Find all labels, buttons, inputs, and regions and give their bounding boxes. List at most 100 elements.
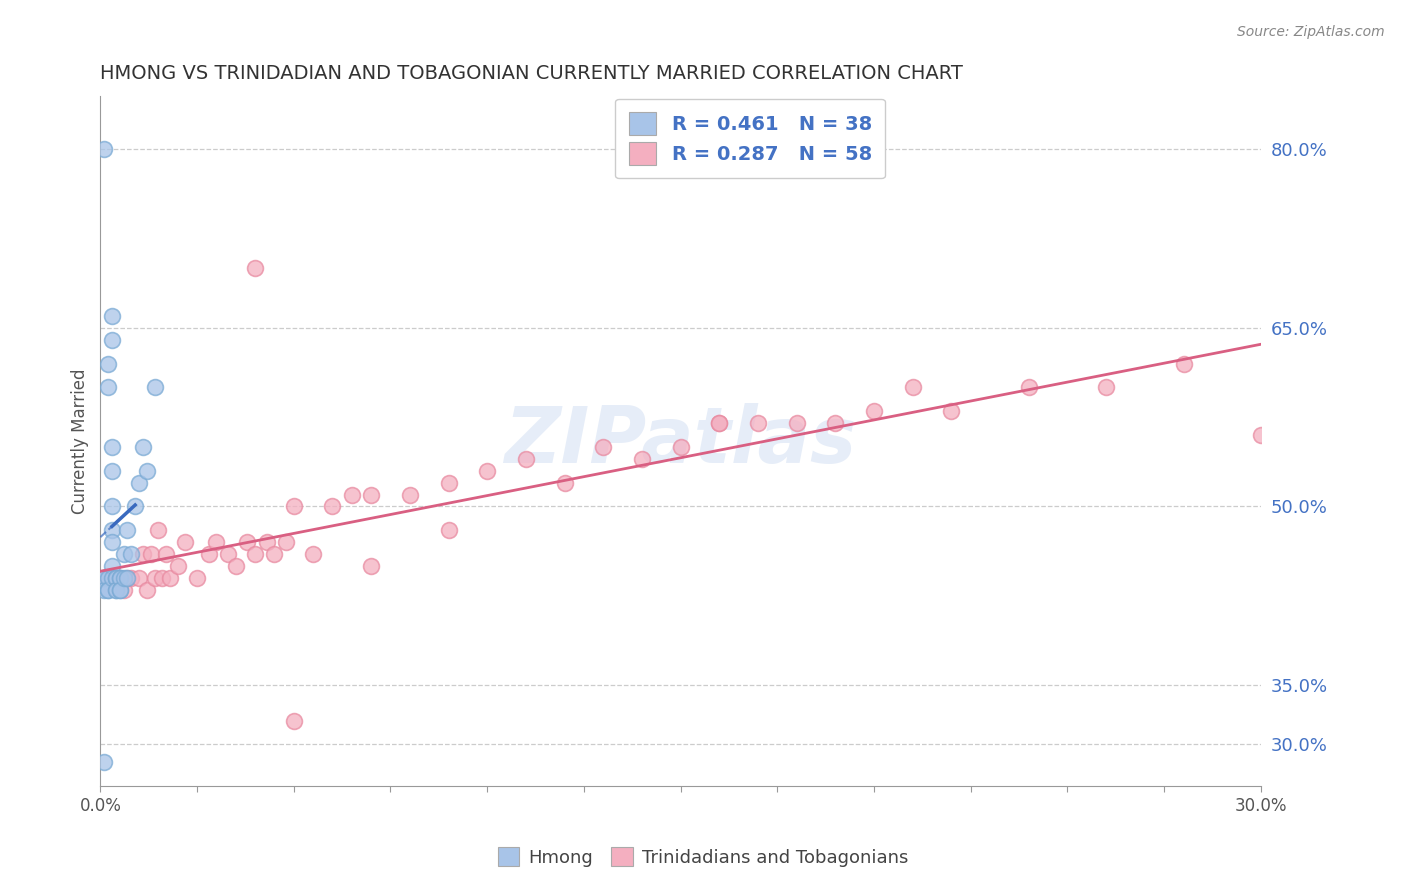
Point xyxy=(631,451,654,466)
Point xyxy=(97,357,120,371)
Point xyxy=(302,547,325,561)
Point xyxy=(101,500,124,514)
Point xyxy=(135,464,157,478)
Point xyxy=(112,571,135,585)
Point xyxy=(97,380,120,394)
Point xyxy=(104,582,127,597)
Text: Source: ZipAtlas.com: Source: ZipAtlas.com xyxy=(1237,25,1385,39)
Point xyxy=(186,571,208,585)
Point xyxy=(148,523,170,537)
Point xyxy=(117,523,139,537)
Y-axis label: Currently Married: Currently Married xyxy=(72,368,89,514)
Point xyxy=(592,440,614,454)
Point xyxy=(1018,380,1040,394)
Point xyxy=(101,571,124,585)
Point xyxy=(93,571,115,585)
Point xyxy=(128,571,150,585)
Point xyxy=(93,756,115,770)
Point xyxy=(143,571,166,585)
Point xyxy=(101,440,124,454)
Point xyxy=(101,535,124,549)
Point xyxy=(120,547,142,561)
Point xyxy=(437,475,460,490)
Point xyxy=(1250,428,1272,442)
Point xyxy=(197,547,219,561)
Point xyxy=(93,582,115,597)
Point xyxy=(120,571,142,585)
Point xyxy=(97,582,120,597)
Point xyxy=(93,142,115,156)
Point xyxy=(101,523,124,537)
Point xyxy=(1095,380,1118,394)
Point xyxy=(477,464,499,478)
Point xyxy=(709,416,731,430)
Point xyxy=(283,714,305,728)
Point xyxy=(101,309,124,323)
Point xyxy=(515,451,537,466)
Point xyxy=(217,547,239,561)
Point xyxy=(97,582,120,597)
Point xyxy=(166,558,188,573)
Point xyxy=(104,571,127,585)
Point xyxy=(93,571,115,585)
Point xyxy=(112,547,135,561)
Point xyxy=(124,500,146,514)
Legend: R = 0.461   N = 38, R = 0.287   N = 58: R = 0.461 N = 38, R = 0.287 N = 58 xyxy=(614,98,886,178)
Point xyxy=(108,571,131,585)
Point xyxy=(139,547,162,561)
Point xyxy=(360,487,382,501)
Text: HMONG VS TRINIDADIAN AND TOBAGONIAN CURRENTLY MARRIED CORRELATION CHART: HMONG VS TRINIDADIAN AND TOBAGONIAN CURR… xyxy=(100,64,963,83)
Point xyxy=(132,440,155,454)
Point xyxy=(128,475,150,490)
Point xyxy=(398,487,420,501)
Text: ZIPatlas: ZIPatlas xyxy=(505,403,856,479)
Point xyxy=(101,558,124,573)
Point xyxy=(104,571,127,585)
Point xyxy=(263,547,285,561)
Point xyxy=(360,558,382,573)
Point xyxy=(101,464,124,478)
Point xyxy=(112,582,135,597)
Point xyxy=(108,571,131,585)
Point xyxy=(101,571,124,585)
Point xyxy=(117,571,139,585)
Point xyxy=(274,535,297,549)
Point xyxy=(159,571,181,585)
Point xyxy=(101,333,124,347)
Point xyxy=(863,404,886,418)
Point xyxy=(554,475,576,490)
Point xyxy=(174,535,197,549)
Point xyxy=(243,547,266,561)
Point xyxy=(97,571,120,585)
Point xyxy=(104,571,127,585)
Point xyxy=(108,582,131,597)
Point xyxy=(205,535,228,549)
Point xyxy=(1173,357,1195,371)
Point xyxy=(747,416,769,430)
Point xyxy=(824,416,846,430)
Point xyxy=(93,571,115,585)
Point xyxy=(97,571,120,585)
Point xyxy=(283,500,305,514)
Point xyxy=(786,416,808,430)
Point xyxy=(669,440,692,454)
Point xyxy=(117,571,139,585)
Point xyxy=(256,535,278,549)
Point xyxy=(901,380,924,394)
Point xyxy=(941,404,963,418)
Point xyxy=(150,571,173,585)
Point xyxy=(135,582,157,597)
Point xyxy=(709,416,731,430)
Point xyxy=(236,535,259,549)
Point xyxy=(437,523,460,537)
Point xyxy=(155,547,177,561)
Point xyxy=(340,487,363,501)
Point xyxy=(132,547,155,561)
Point xyxy=(108,582,131,597)
Legend: Hmong, Trinidadians and Tobagonians: Hmong, Trinidadians and Tobagonians xyxy=(491,840,915,874)
Point xyxy=(108,571,131,585)
Point xyxy=(104,582,127,597)
Point xyxy=(225,558,247,573)
Point xyxy=(321,500,343,514)
Point xyxy=(104,571,127,585)
